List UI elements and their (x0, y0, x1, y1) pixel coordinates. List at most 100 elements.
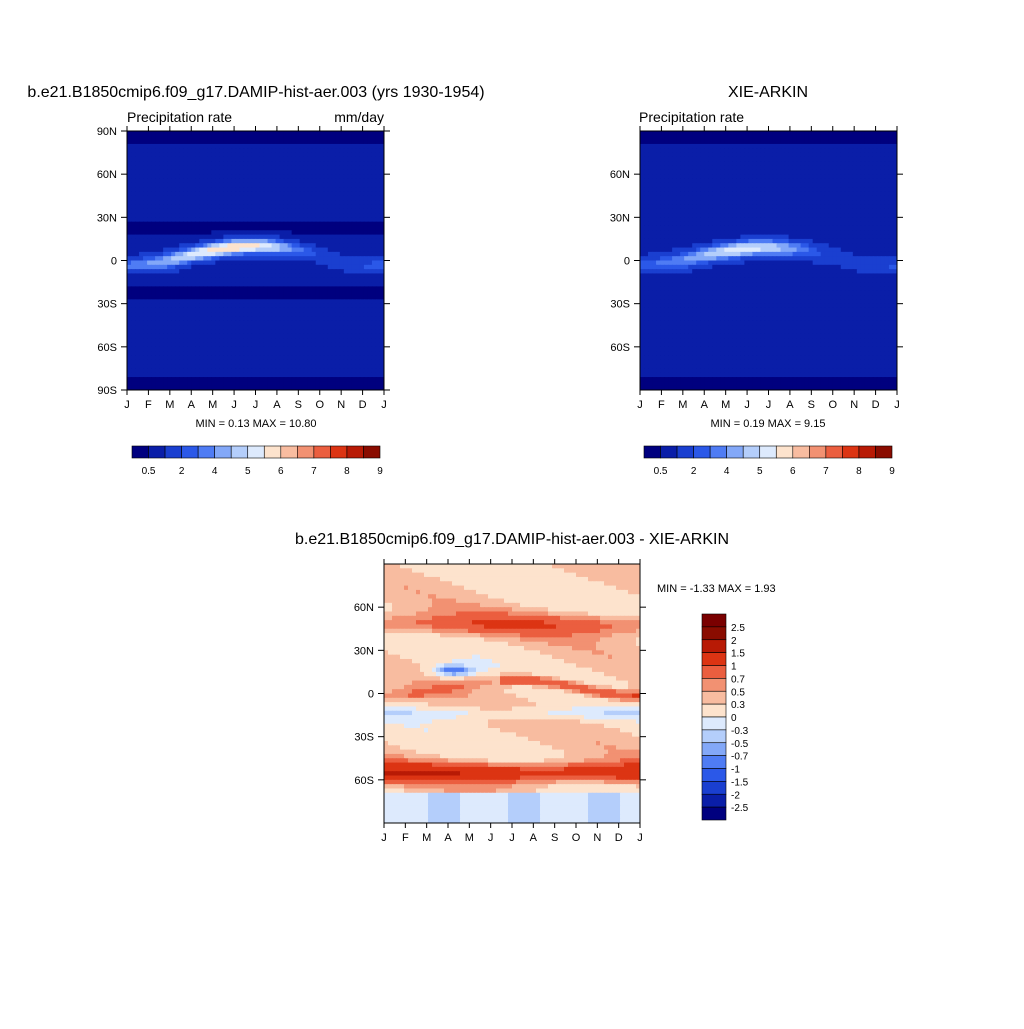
heat-cell (127, 243, 132, 248)
heat-cell (312, 282, 317, 287)
heat-cell (276, 187, 281, 192)
heat-cell (716, 178, 721, 183)
heat-cell (179, 381, 184, 386)
heat-cell (308, 230, 313, 235)
heat-cell (251, 153, 256, 158)
heat-cell (167, 217, 172, 222)
heat-cell (155, 222, 160, 227)
heat-cell (736, 166, 741, 171)
heat-cell (312, 256, 317, 261)
heat-cell (175, 355, 180, 360)
heat-cell (324, 209, 329, 214)
heat-cell (801, 157, 806, 162)
heat-cell (139, 321, 144, 326)
heat-cell (825, 131, 830, 136)
heat-cell (352, 140, 357, 145)
heat-cell (328, 368, 333, 373)
heat-cell (716, 148, 721, 153)
heat-cell (223, 144, 228, 149)
heat-cell (183, 291, 188, 296)
heat-cell (720, 157, 725, 162)
heat-cell (171, 312, 176, 317)
heat-cell (159, 269, 164, 274)
heat-cell (127, 222, 132, 227)
heat-cell (288, 334, 293, 339)
heat-cell (841, 135, 846, 140)
heat-cell (127, 295, 132, 300)
heat-cell (877, 157, 882, 162)
heat-cell (308, 178, 313, 183)
heat-cell (191, 299, 196, 304)
heat-cell (652, 140, 657, 145)
heat-cell (239, 265, 244, 270)
heat-cell (199, 273, 204, 278)
heat-cell (159, 312, 164, 317)
heat-cell (700, 161, 705, 166)
heat-cell (247, 209, 252, 214)
heat-cell (805, 140, 810, 145)
heat-cell (644, 196, 649, 201)
heat-cell (207, 347, 212, 352)
heat-cell (223, 317, 228, 322)
heat-cell (372, 364, 377, 369)
heat-cell (211, 204, 216, 209)
heat-cell (821, 140, 826, 145)
heat-cell (276, 325, 281, 330)
heat-cell (288, 360, 293, 365)
heat-cell (171, 381, 176, 386)
heat-cell (159, 248, 164, 253)
heat-cell (163, 174, 168, 179)
heat-cell (364, 166, 369, 171)
heat-cell (660, 183, 665, 188)
heat-cell (260, 377, 265, 382)
heat-cell (320, 248, 325, 253)
heat-cell (276, 209, 281, 214)
heat-cell (877, 183, 882, 188)
heat-cell (348, 377, 353, 382)
heat-cell (312, 269, 317, 274)
heat-cell (348, 312, 353, 317)
heat-cell (368, 381, 373, 386)
heat-cell (336, 235, 341, 240)
heat-cell (660, 161, 665, 166)
heat-cell (155, 273, 160, 278)
heat-cell (708, 148, 713, 153)
heat-cell (348, 256, 353, 261)
heat-cell (644, 144, 649, 149)
heat-cell (660, 131, 665, 136)
heat-cell (708, 157, 713, 162)
heat-cell (837, 187, 842, 192)
heat-cell (147, 191, 152, 196)
heat-cell (191, 191, 196, 196)
heat-cell (752, 153, 757, 158)
heat-cell (352, 174, 357, 179)
heat-cell (272, 161, 277, 166)
heat-cell (272, 230, 277, 235)
heat-cell (163, 161, 168, 166)
heat-cell (296, 273, 301, 278)
heat-cell (147, 187, 152, 192)
heat-cell (332, 381, 337, 386)
heat-cell (171, 183, 176, 188)
heat-cell (260, 153, 265, 158)
heat-cell (348, 321, 353, 326)
heat-cell (251, 312, 256, 317)
heat-cell (288, 381, 293, 386)
heat-cell (364, 381, 369, 386)
heat-cell (135, 235, 140, 240)
heat-cell (175, 148, 180, 153)
heat-cell (889, 148, 894, 153)
heat-cell (320, 334, 325, 339)
heat-cell (191, 144, 196, 149)
heat-cell (829, 178, 834, 183)
heat-cell (773, 178, 778, 183)
heat-cell (372, 239, 377, 244)
heat-cell (227, 368, 232, 373)
heat-cell (360, 282, 365, 287)
heat-cell (135, 286, 140, 291)
heat-cell (312, 286, 317, 291)
heat-cell (159, 144, 164, 149)
heat-cell (684, 144, 689, 149)
heat-cell (312, 308, 317, 313)
heat-cell (640, 174, 645, 179)
